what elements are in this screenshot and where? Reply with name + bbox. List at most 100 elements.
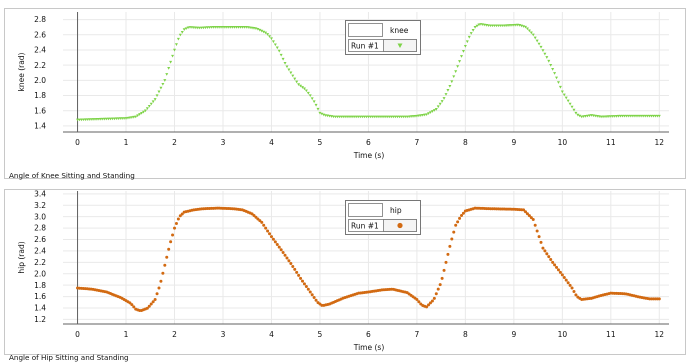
knee-data-point (640, 114, 644, 118)
knee-data-point (355, 115, 359, 119)
knee-data-point (122, 117, 126, 120)
knee-data-point (266, 33, 270, 36)
knee-data-point (134, 115, 138, 119)
hip-data-point (161, 271, 165, 275)
hip-data-point (297, 273, 301, 277)
knee-data-point (147, 104, 151, 108)
hip-data-point (541, 246, 545, 250)
knee-data-point (568, 102, 572, 106)
knee-y-tick-label: 2.2 (34, 61, 46, 70)
knee-chart: 0 1 2 3 4 5 6 7 8 9 10 11 121.41.61.82.02.22.42.62.8… (4, 8, 686, 179)
knee-data-point (628, 114, 632, 118)
knee-data-point (584, 115, 588, 118)
knee-data-point (657, 114, 661, 118)
hip-data-point (281, 251, 285, 255)
knee-data-point (273, 43, 277, 47)
knee-data-point (295, 80, 299, 84)
knee-data-point (256, 27, 260, 31)
knee-x-tick-label: 9 (511, 138, 516, 147)
knee-data-point (184, 27, 188, 31)
knee-data-point (432, 109, 436, 112)
knee-data-point (388, 115, 392, 119)
knee-data-point (427, 112, 431, 115)
knee-data-point (638, 114, 642, 118)
knee-data-point (572, 108, 576, 112)
knee-data-point (523, 25, 527, 29)
knee-data-point (539, 45, 543, 49)
knee-data-point (306, 91, 310, 95)
hip-data-point (450, 237, 454, 241)
knee-data-point (655, 114, 659, 118)
knee-x-tick-label: 2 (172, 138, 177, 147)
knee-data-point (613, 115, 617, 118)
knee-data-point (366, 115, 370, 119)
knee-data-point (103, 117, 107, 121)
knee-data-point (452, 75, 456, 79)
knee-data-point (394, 115, 398, 119)
knee-data-point (200, 26, 204, 30)
knee-x-tick-label: 0 (75, 138, 80, 147)
hip-x-tick-label: 12 (655, 330, 665, 339)
hip-y-tick-label: 1.6 (34, 292, 46, 301)
knee-data-point (578, 114, 582, 118)
knee-data-point (275, 46, 279, 50)
knee-data-point (382, 115, 386, 119)
knee-series-points (76, 23, 661, 122)
hip-data-point (547, 255, 551, 259)
hip-y-tick-label: 1.8 (34, 281, 46, 290)
knee-data-point (308, 94, 312, 98)
knee-data-point (469, 32, 473, 35)
knee-data-point (574, 111, 578, 115)
hip-data-point (562, 276, 566, 280)
knee-data-point (176, 37, 180, 41)
knee-data-point (632, 114, 636, 118)
hip-data-point (545, 252, 549, 256)
hip-y-tick-label: 1.4 (34, 304, 46, 313)
hip-data-point (167, 247, 171, 251)
knee-data-point (171, 54, 175, 58)
knee-data-point (112, 117, 116, 121)
knee-data-point (494, 24, 498, 28)
knee-data-point (151, 100, 155, 104)
knee-data-point (169, 60, 173, 64)
knee-data-point (87, 118, 91, 121)
hip-data-point (560, 273, 564, 277)
knee-data-point (374, 115, 378, 119)
knee-legend: knee Run #1 (345, 20, 421, 55)
knee-data-point (434, 108, 438, 111)
knee-data-point (378, 115, 382, 119)
hip-data-point (525, 212, 529, 216)
knee-data-point (456, 65, 460, 68)
knee-data-point (219, 25, 223, 29)
knee-data-point (120, 117, 124, 120)
knee-data-point (79, 118, 83, 122)
knee-data-point (93, 118, 97, 121)
knee-data-point (293, 77, 297, 81)
hip-data-point (415, 297, 419, 301)
knee-data-point (143, 109, 147, 113)
knee-data-point (363, 115, 367, 119)
hip-data-point (291, 264, 295, 268)
hip-data-point (549, 257, 553, 261)
knee-data-point (564, 96, 568, 100)
hip-data-point (312, 296, 316, 300)
knee-y-tick-label: 1.4 (34, 122, 46, 131)
hip-data-point (523, 210, 527, 214)
knee-data-point (242, 25, 246, 29)
knee-data-point (128, 116, 132, 120)
hip-data-point (456, 220, 460, 224)
knee-data-point (285, 65, 289, 69)
knee-data-point (390, 115, 394, 119)
knee-data-point (124, 117, 128, 120)
hip-data-point (434, 292, 438, 296)
knee-data-point (386, 115, 390, 119)
knee-x-axis-title: Time (s) (353, 151, 385, 160)
knee-data-point (440, 100, 444, 103)
hip-data-point (155, 292, 159, 296)
knee-data-point (510, 24, 514, 27)
knee-data-point (157, 90, 161, 94)
knee-data-point (271, 40, 275, 44)
hip-data-point (302, 282, 306, 286)
knee-data-point (551, 68, 555, 71)
hip-data-point (269, 235, 273, 239)
